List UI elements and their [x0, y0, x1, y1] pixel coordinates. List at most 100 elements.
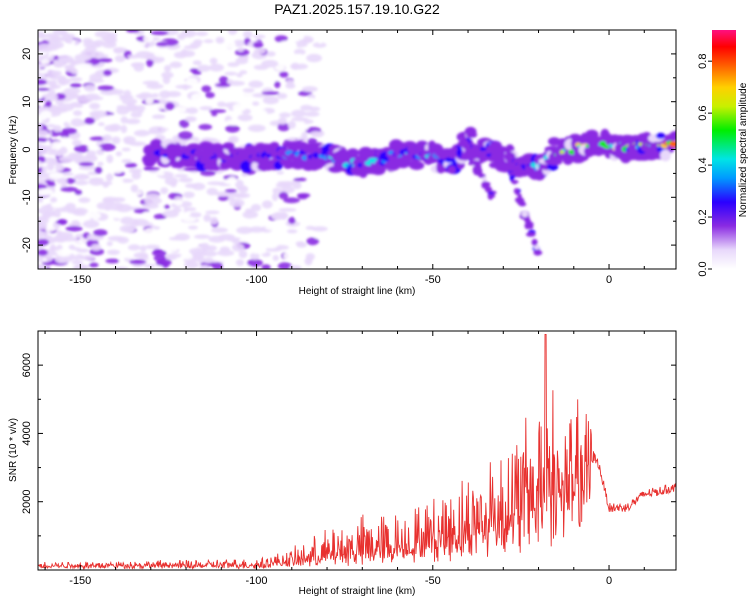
noise-cell [57, 78, 71, 85]
noise-cell [239, 238, 256, 243]
noise-cell [278, 71, 289, 78]
noise-cell [408, 48, 416, 55]
noise-cell [203, 214, 211, 222]
noise-cell [205, 210, 220, 215]
noise-cell [252, 34, 266, 39]
noise-cell [373, 184, 380, 189]
noise-cell [151, 114, 166, 119]
noise-cell [121, 147, 131, 152]
noise-cell [96, 202, 110, 210]
noise-cell [476, 101, 481, 106]
noise-cell [351, 206, 362, 212]
noise-cell [199, 264, 211, 269]
noise-cell [478, 261, 491, 265]
noise-cell [289, 265, 302, 269]
noise-cell [179, 77, 187, 83]
noise-cell [38, 87, 50, 92]
ridge-cell [533, 249, 542, 256]
noise-cell [211, 111, 218, 117]
noise-cell [223, 257, 233, 266]
noise-cell [277, 262, 292, 269]
noise-cell [516, 103, 528, 110]
noise-cell [224, 189, 237, 193]
ridge-cell [655, 132, 666, 139]
noise-cell [289, 172, 300, 179]
noise-cell [121, 159, 132, 164]
noise-cell [111, 136, 121, 145]
noise-cell [56, 248, 72, 257]
noise-cell [58, 137, 71, 143]
noise-cell [276, 93, 288, 99]
ridge-cell [469, 156, 474, 163]
noise-cell [163, 204, 170, 209]
noise-cell [53, 60, 64, 68]
noise-cell [40, 110, 52, 119]
noise-cell [272, 187, 282, 194]
noise-cell [78, 197, 91, 203]
noise-cell [194, 234, 211, 239]
noise-cell [250, 204, 262, 212]
noise-cell [140, 245, 147, 253]
noise-cell [486, 96, 495, 101]
noise-cell [129, 259, 147, 265]
colorbar-label: Normalized spectral amplitude [738, 82, 749, 217]
noise-cell [112, 212, 123, 219]
noise-cell [50, 145, 62, 150]
noise-cell [102, 134, 112, 142]
noise-cell [289, 30, 307, 37]
noise-cell [186, 77, 198, 86]
noise-cell [162, 210, 179, 218]
noise-cell [278, 208, 297, 212]
noise-cell [286, 229, 298, 234]
noise-cell [102, 40, 117, 49]
noise-cell [71, 260, 84, 265]
noise-cell [496, 38, 502, 42]
noise-cell [209, 49, 217, 55]
noise-cell [69, 83, 82, 88]
noise-cell [238, 250, 248, 259]
noise-cell [38, 63, 47, 68]
noise-cell [71, 220, 80, 226]
noise-cell [80, 30, 94, 39]
ridge-cell [410, 159, 421, 168]
noise-cell [178, 112, 188, 119]
noise-cell [61, 127, 77, 135]
noise-cell [282, 100, 297, 109]
noise-cell [125, 118, 141, 125]
ridge-cell [484, 186, 492, 193]
colorbar-tick-label: 0.8 [697, 54, 709, 69]
noise-cell [117, 236, 129, 244]
noise-cell [530, 143, 542, 148]
spectrogram-x-axis-label: Height of straight line (km) [299, 286, 416, 297]
x-tick-label: -100 [246, 274, 268, 286]
noise-cell [364, 65, 376, 71]
noise-cell [434, 43, 443, 50]
noise-cell [370, 121, 376, 129]
noise-cell [193, 39, 203, 45]
noise-cell [286, 79, 295, 86]
noise-cell [217, 101, 226, 108]
noise-cell [123, 227, 135, 233]
noise-cell [49, 244, 57, 253]
noise-cell [242, 30, 253, 39]
noise-cell [86, 146, 103, 151]
noise-cell [298, 121, 306, 130]
noise-cell [198, 124, 213, 130]
noise-cell [283, 251, 296, 261]
noise-cell [86, 44, 96, 49]
noise-cell [97, 85, 114, 91]
noise-cell [297, 193, 308, 200]
noise-cell [162, 75, 171, 85]
noise-cell [423, 187, 431, 194]
noise-cell [183, 191, 195, 199]
noise-cell [64, 178, 76, 184]
noise-cell [294, 53, 303, 58]
noise-cell [227, 30, 238, 35]
noise-cell [133, 63, 145, 72]
noise-cell [55, 163, 64, 172]
noise-cell [90, 211, 102, 220]
noise-cell [215, 83, 231, 87]
noise-cell [112, 266, 129, 269]
noise-cell [406, 260, 417, 268]
